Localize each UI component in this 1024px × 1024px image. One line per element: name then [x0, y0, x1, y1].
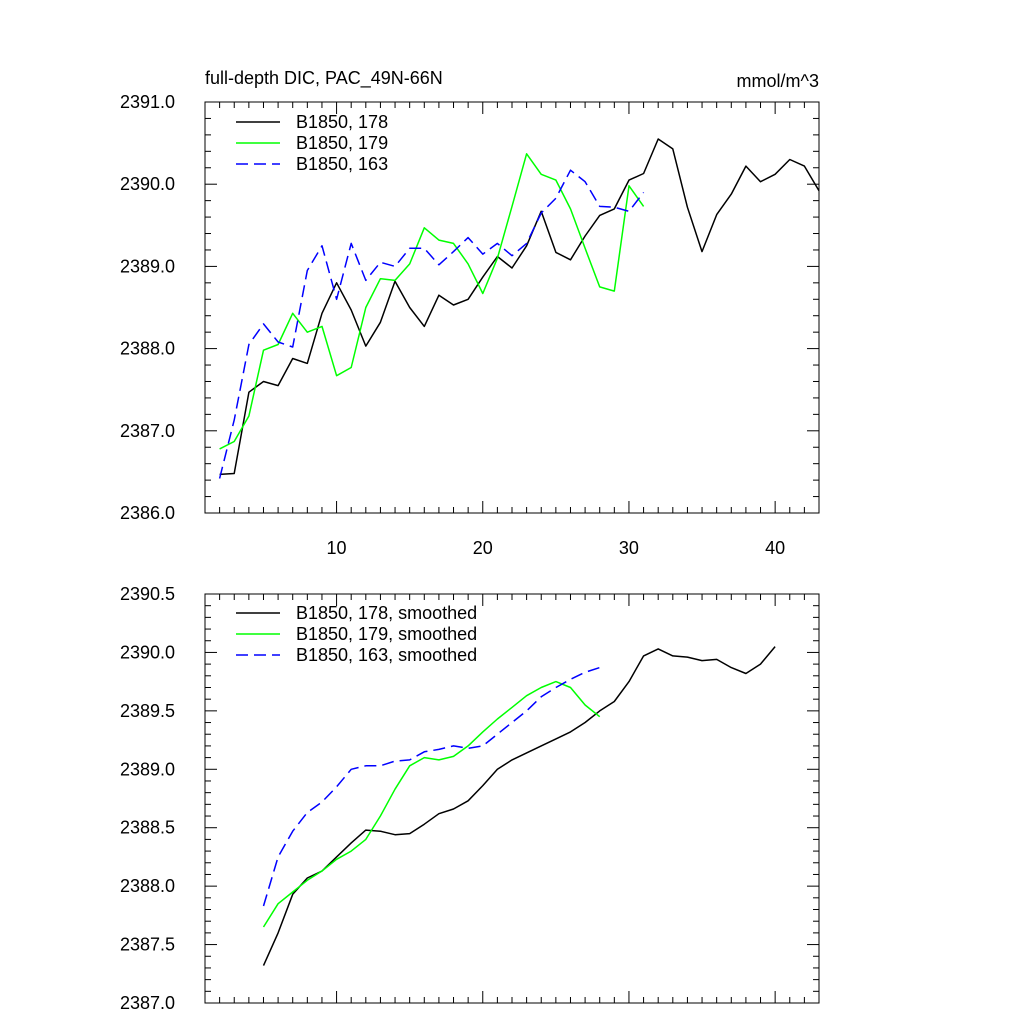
bottom-ytick-label: 2388.0	[120, 876, 175, 896]
top-ticks	[204, 101, 820, 514]
top-ytick-label: 2390.0	[120, 174, 175, 194]
bottom-series-line-2	[262, 680, 601, 928]
bottom-series-line-3	[262, 666, 600, 907]
top-series-line-1	[219, 138, 820, 476]
top-legend-label-3: B1850, 163	[296, 154, 388, 174]
bottom-ytick-label: 2389.5	[120, 701, 175, 721]
top-xtick-label: 40	[765, 538, 785, 558]
top-chart-title: full-depth DIC, PAC_49N-66N	[205, 68, 443, 89]
top-legend-label-2: B1850, 179	[296, 133, 388, 153]
top-chart-units: mmol/m^3	[737, 71, 819, 91]
bottom-legend-label-3: B1850, 163, smoothed	[296, 645, 477, 665]
top-xtick-label: 30	[619, 538, 639, 558]
bottom-ytick-label: 2390.5	[120, 584, 175, 604]
bottom-ytick-label: 2389.0	[120, 759, 175, 779]
bottom-ytick-label: 2387.0	[120, 993, 175, 1013]
top-xtick-label: 10	[327, 538, 347, 558]
bottom-ytick-label: 2388.5	[120, 818, 175, 838]
top-ytick-label: 2387.0	[120, 421, 175, 441]
top-panel: full-depth DIC, PAC_49N-66N mmol/m^3 10 2…	[120, 68, 820, 558]
bottom-legend-label-2: B1850, 179, smoothed	[296, 624, 477, 644]
top-ytick-label: 2389.0	[120, 256, 175, 276]
top-tick-labels: 10 20 30 40 2386.0 2387.0 2388.0 2389.0 2390.0 23…	[120, 92, 785, 558]
bottom-ticks	[204, 593, 820, 1004]
top-series	[218, 138, 820, 479]
top-series-line-3	[218, 169, 645, 479]
bottom-series-line-1	[262, 646, 776, 966]
bottom-ytick-label: 2390.0	[120, 642, 175, 662]
bottom-ytick-label: 2387.5	[120, 935, 175, 955]
bottom-panel: 2387.0 2387.5 2388.0 2388.5 2389.0 2389.5 2390…	[120, 584, 820, 1013]
bottom-series	[262, 646, 776, 966]
bottom-tick-labels: 2387.0 2387.5 2388.0 2388.5 2389.0 2389.5 2390…	[120, 584, 175, 1013]
top-ytick-label: 2388.0	[120, 339, 175, 359]
top-ytick-label: 2391.0	[120, 92, 175, 112]
top-ytick-label: 2386.0	[120, 503, 175, 523]
top-series-line-2	[219, 153, 645, 450]
top-xtick-label: 20	[473, 538, 493, 558]
top-legend-label-1: B1850, 178	[296, 112, 388, 132]
bottom-legend-label-1: B1850, 178, smoothed	[296, 603, 477, 623]
